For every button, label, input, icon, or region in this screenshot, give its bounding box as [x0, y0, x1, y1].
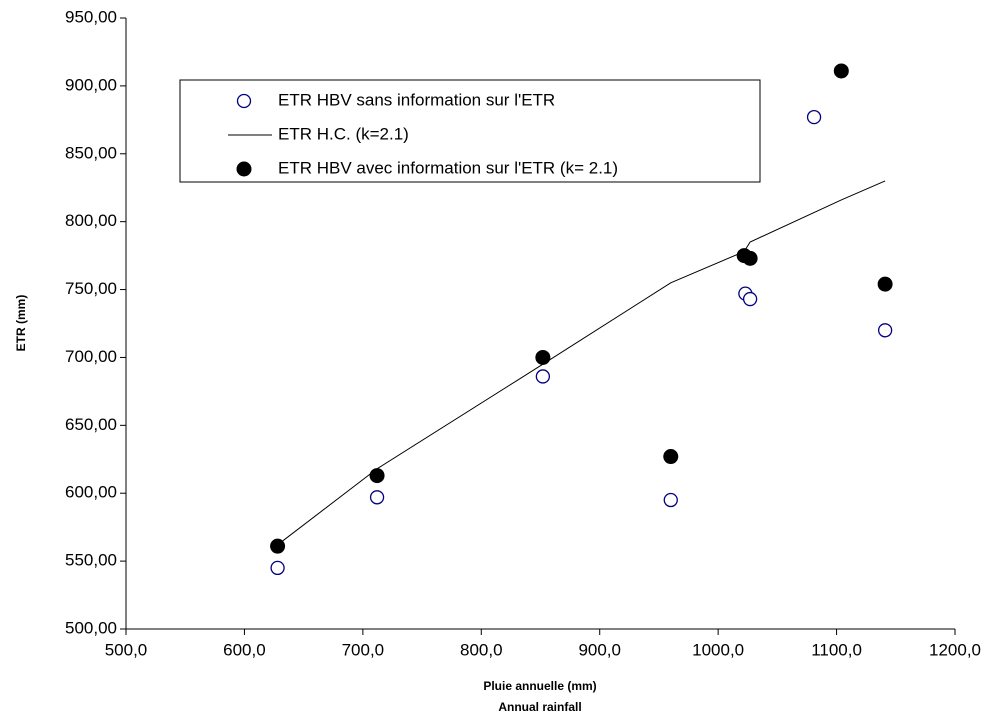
- x-tick-label: 900,0: [578, 640, 621, 659]
- legend-label: ETR H.C. (k=2.1): [278, 124, 409, 143]
- point: [663, 492, 678, 508]
- x-tick-label: 1000,0: [692, 640, 744, 659]
- x-tick-label: 800,0: [460, 640, 503, 659]
- y-tick-label: 500,00: [65, 618, 117, 637]
- y-tick-label: 600,00: [65, 483, 117, 502]
- legend-swatch: [236, 161, 252, 177]
- point: [535, 349, 551, 365]
- x-tick-label: 700,0: [342, 640, 385, 659]
- y-tick-label: 650,00: [65, 415, 117, 434]
- y-tick-label: 850,00: [65, 143, 117, 162]
- point: [742, 250, 758, 266]
- point: [877, 323, 893, 338]
- legend-label: ETR HBV sans information sur l'ETR: [278, 90, 555, 109]
- point: [369, 490, 385, 505]
- point: [806, 109, 822, 125]
- point: [877, 276, 893, 292]
- point: [742, 291, 758, 307]
- legend-swatch: [236, 93, 252, 109]
- x-tick-label: 600,0: [223, 640, 266, 659]
- y-tick-label: 550,00: [65, 551, 117, 570]
- y-tick-label: 750,00: [65, 279, 117, 298]
- legend: [179, 79, 761, 183]
- point: [270, 538, 286, 554]
- point: [270, 560, 285, 576]
- y-tick-label: 700,00: [65, 347, 117, 366]
- y-tick-label: 950,00: [65, 7, 117, 26]
- point: [369, 468, 385, 484]
- x-axis-label: Annual rainfall: [498, 700, 581, 714]
- x-tick-label: 1100,0: [811, 640, 862, 659]
- point: [535, 369, 551, 384]
- series-line: [277, 180, 886, 546]
- x-tick-label: 500,0: [105, 640, 148, 659]
- y-tick-label: 800,00: [65, 211, 117, 230]
- point: [833, 63, 849, 79]
- y-axis-label: ETR (mm): [14, 295, 28, 352]
- x-axis-label: Pluie annuelle (mm): [483, 679, 596, 693]
- y-tick-label: 900,00: [65, 75, 117, 94]
- point: [663, 449, 679, 465]
- x-tick-label: 1200,0: [929, 640, 981, 659]
- legend-label: ETR HBV avec information sur l'ETR (k= 2…: [278, 158, 618, 177]
